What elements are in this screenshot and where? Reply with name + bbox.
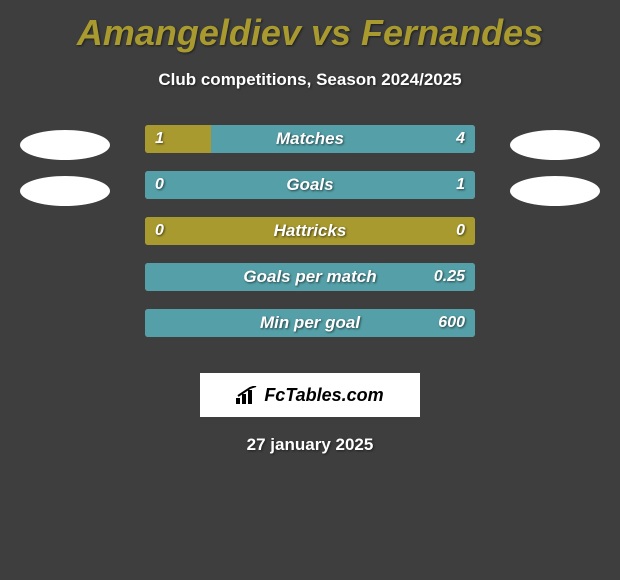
bar-track: 0Goals1 [145, 171, 475, 199]
bar-label: Min per goal [145, 309, 475, 337]
stat-row: 1Matches4 [10, 125, 610, 171]
title-vs: vs [311, 12, 351, 53]
stat-row: 0Goals1 [10, 171, 610, 217]
bar-track: 0Hattricks0 [145, 217, 475, 245]
stat-row: Goals per match0.25 [10, 263, 610, 309]
avatar-left [20, 176, 110, 206]
subtitle: Club competitions, Season 2024/2025 [0, 70, 620, 90]
chart-icon [236, 386, 258, 404]
footer-logo-text: FcTables.com [264, 385, 383, 406]
comparison-title: Amangeldiev vs Fernandes [0, 0, 620, 54]
bar-value-right: 4 [456, 125, 465, 153]
bar-track: Min per goal600 [145, 309, 475, 337]
bar-value-right: 1 [456, 171, 465, 199]
avatar-right [510, 130, 600, 160]
avatar-right [510, 176, 600, 206]
footer-logo: FcTables.com [200, 373, 420, 417]
bar-label: Matches [145, 125, 475, 153]
bar-track: Goals per match0.25 [145, 263, 475, 291]
comparison-chart: 1Matches40Goals10Hattricks0Goals per mat… [0, 125, 620, 355]
stat-row: Min per goal600 [10, 309, 610, 355]
player-right-name: Fernandes [361, 12, 543, 53]
bar-track: 1Matches4 [145, 125, 475, 153]
bar-value-right: 0 [456, 217, 465, 245]
bar-value-right: 600 [438, 309, 465, 337]
stat-row: 0Hattricks0 [10, 217, 610, 263]
bar-label: Goals [145, 171, 475, 199]
avatar-left [20, 130, 110, 160]
bar-label: Hattricks [145, 217, 475, 245]
bar-value-right: 0.25 [434, 263, 465, 291]
bar-label: Goals per match [145, 263, 475, 291]
player-left-name: Amangeldiev [77, 12, 301, 53]
footer-date: 27 january 2025 [0, 435, 620, 455]
